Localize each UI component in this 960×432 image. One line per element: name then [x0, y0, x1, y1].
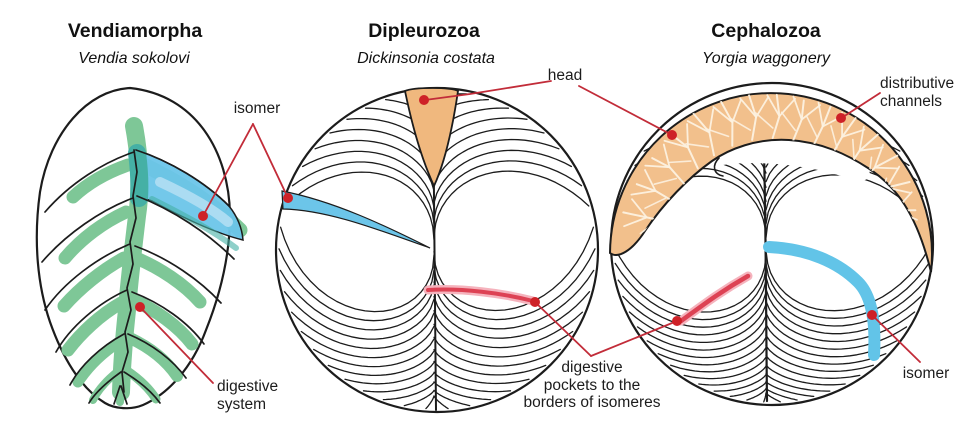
label-head: head — [547, 67, 583, 84]
panel-title-cephalozoa: Cephalozoa — [711, 20, 821, 42]
label-digestive-pockets: digestive pockets to the borders of isom… — [517, 359, 667, 412]
panel-species-dickinsonia: Dickinsonia costata — [357, 50, 495, 67]
annotation-dot — [836, 113, 846, 123]
yorgia-head-lobe — [709, 139, 870, 181]
annotation-dot — [419, 95, 429, 105]
annotation-lines — [135, 80, 921, 384]
panel-title-vendiamorpha: Vendiamorpha — [67, 20, 203, 42]
label-isomer-top: isomer — [233, 100, 281, 117]
label-isomer-bottom: isomer — [902, 365, 950, 382]
annotation-dot — [135, 302, 145, 312]
dickinsonia-head — [403, 87, 459, 189]
vendia-segment-lines — [41, 149, 235, 405]
annotation-dot — [283, 193, 293, 203]
annotation-dot — [530, 297, 540, 307]
yorgia-head-crescent — [608, 92, 933, 273]
label-digestive-system: digestive system — [217, 378, 279, 413]
label-distributive-channels: distributive channels — [880, 75, 955, 110]
panel-species-vendia: Vendia sokolovi — [78, 50, 190, 67]
organism-vendia — [35, 86, 248, 410]
annotation-dot — [667, 130, 677, 140]
organism-dickinsonia — [274, 86, 600, 414]
label-digestive-pockets-line2: pockets to the — [543, 376, 641, 394]
organism-yorgia — [608, 81, 935, 407]
annotation-dot — [672, 316, 682, 326]
annotation-dot — [867, 310, 877, 320]
dickinsonia-isomer-band — [281, 190, 431, 249]
panel-species-yorgia: Yorgia waggonery — [701, 50, 831, 67]
label-digestive-pockets-line3: borders of isomeres — [523, 394, 661, 411]
panel-title-dipleurozoa: Dipleurozoa — [368, 20, 480, 42]
label-digestive-pockets-line1: digestive — [561, 359, 623, 376]
annotation-dot — [198, 211, 208, 221]
